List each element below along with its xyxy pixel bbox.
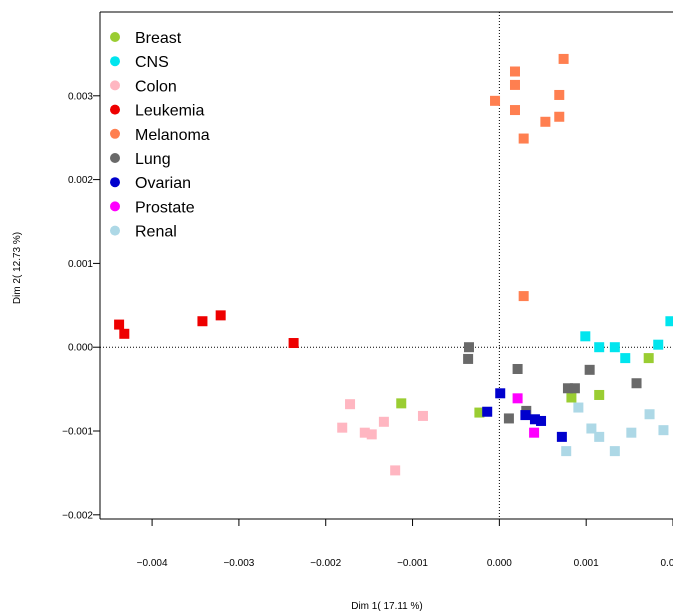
legend-swatch-renal [110, 225, 120, 236]
point-lung [463, 342, 474, 353]
x-tick-label: 0.002 [660, 558, 673, 569]
point-melanoma [509, 79, 520, 90]
point-renal [594, 431, 605, 442]
point-leukemia [197, 316, 208, 327]
point-melanoma [518, 291, 529, 302]
legend-label-renal: Renal [135, 224, 177, 241]
point-renal [626, 427, 637, 438]
point-renal [586, 423, 597, 434]
point-melanoma [558, 53, 569, 64]
point-colon [345, 399, 356, 410]
x-axis-ticks: −0.004 −0.003 −0.002 −0.001 0.000 0.001 0.002 [137, 519, 673, 569]
point-renal [573, 402, 584, 413]
point-colon [337, 422, 348, 433]
point-breast [643, 353, 654, 364]
point-lung [562, 383, 573, 394]
point-melanoma [490, 95, 501, 106]
legend-label-melanoma: Melanoma [135, 127, 210, 144]
legend-swatch-lung [110, 153, 120, 163]
point-leukemia [215, 310, 226, 321]
point-colon [366, 429, 377, 440]
point-melanoma [509, 66, 520, 77]
legend-label-colon: Colon [135, 78, 177, 95]
legend-label-cns: CNS [135, 54, 169, 71]
point-lung [569, 383, 580, 394]
x-tick-label: −0.001 [397, 558, 428, 569]
point-cns [594, 342, 605, 353]
point-colon [417, 410, 428, 421]
legend-label-breast: Breast [135, 30, 182, 47]
point-ovarian [482, 406, 493, 417]
point-ovarian [520, 410, 531, 421]
x-tick-label: 0.001 [574, 558, 599, 569]
point-ovarian [495, 388, 506, 399]
point-melanoma [509, 105, 520, 116]
legend-label-ovarian: Ovarian [135, 175, 191, 192]
point-cns [653, 339, 664, 350]
point-ovarian [529, 414, 540, 425]
point-lung [503, 413, 514, 424]
point-renal [658, 425, 669, 436]
legend-swatch-prostate [110, 201, 120, 212]
y-tick-label: 0.002 [68, 175, 93, 186]
point-cns [665, 316, 673, 327]
legend-swatch-breast [110, 32, 120, 42]
point-renal [644, 409, 655, 420]
point-breast [594, 389, 605, 400]
y-tick-label: −0.002 [62, 510, 93, 521]
point-breast [396, 398, 407, 409]
point-cns [609, 342, 620, 353]
y-tick-label: −0.001 [62, 427, 93, 438]
legend-swatch-colon [110, 80, 120, 91]
point-leukemia [114, 319, 125, 330]
y-tick-label: 0.001 [68, 259, 93, 270]
point-colon [359, 427, 370, 438]
legend-label-lung: Lung [135, 151, 171, 168]
y-tick-label: 0.000 [68, 343, 93, 354]
point-lung [631, 378, 642, 389]
point-cns [620, 353, 631, 364]
point-ovarian [556, 431, 567, 442]
point-melanoma [554, 111, 565, 122]
point-prostate [512, 393, 523, 404]
point-renal [561, 446, 572, 457]
y-tick-label: 0.003 [68, 91, 93, 102]
legend-label-leukemia: Leukemia [135, 103, 204, 120]
legend-swatch-cns [110, 56, 120, 67]
plot-background [100, 12, 673, 519]
legend: Breast CNS Colon Leukemia Melanoma Lung Ovaria… [110, 30, 210, 241]
point-lung [584, 364, 595, 375]
point-melanoma [518, 133, 529, 144]
x-tick-label: 0.000 [487, 558, 512, 569]
x-tick-label: −0.004 [137, 558, 168, 569]
point-ovarian [536, 415, 547, 426]
y-axis-ticks: −0.002 −0.001 0.000 0.001 0.002 0.003 [62, 91, 100, 521]
x-axis-title: Dim 1( 17.11 %) [351, 601, 423, 612]
point-melanoma [554, 89, 565, 100]
point-leukemia [288, 338, 299, 349]
point-lung [463, 353, 474, 364]
point-colon [390, 465, 401, 476]
x-tick-label: −0.002 [310, 558, 341, 569]
y-axis-title: Dim 2( 12.73 %) [12, 232, 23, 304]
legend-swatch-leukemia [110, 104, 120, 115]
point-breast [474, 407, 485, 418]
legend-swatch-ovarian [110, 177, 120, 188]
point-cns [580, 331, 591, 342]
data-points [114, 53, 673, 476]
legend-label-prostate: Prostate [135, 199, 195, 216]
point-breast [566, 392, 577, 403]
point-colon [378, 416, 389, 427]
point-renal [609, 446, 620, 457]
point-prostate [529, 427, 540, 438]
legend-swatch-melanoma [110, 128, 120, 139]
point-lung [512, 363, 523, 374]
x-tick-label: −0.003 [223, 558, 254, 569]
point-leukemia [119, 328, 130, 339]
point-melanoma [540, 116, 551, 127]
